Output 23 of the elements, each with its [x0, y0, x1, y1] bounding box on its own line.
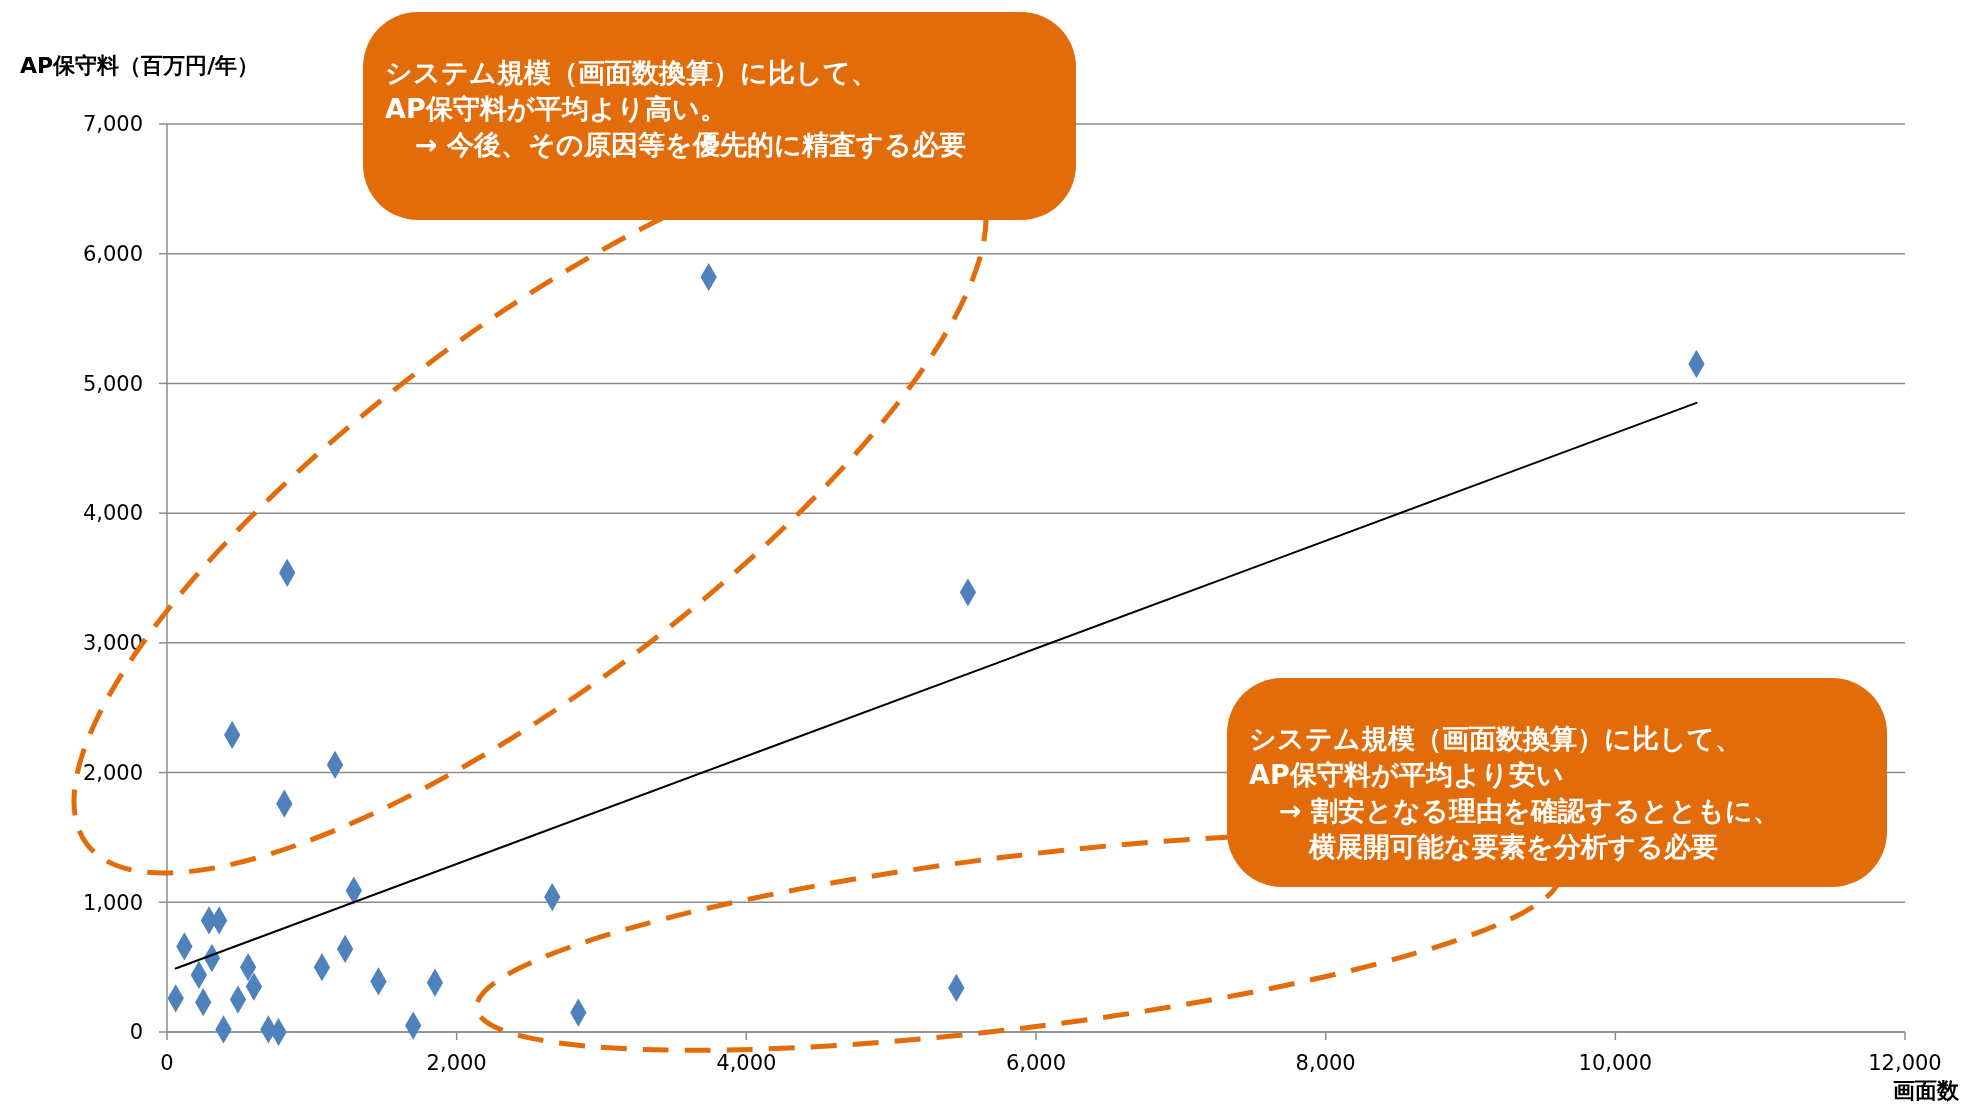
annotation: システム規模（画面数換算）に比して、 — [1249, 723, 1742, 754]
y-tick-label: 4,000 — [82, 501, 143, 526]
y-tick-label: 6,000 — [82, 242, 143, 267]
x-axis-title: 画面数 — [1893, 1078, 1960, 1103]
y-tick-label: 7,000 — [82, 112, 143, 137]
y-tick-label: 5,000 — [82, 371, 143, 396]
x-tick-label: 6,000 — [1005, 1051, 1067, 1075]
annotation: 横展開可能な要素を分析する必要 — [1308, 831, 1718, 862]
y-axis-title: AP保守料（百万円/年） — [20, 53, 260, 78]
x-tick-label: 0 — [160, 1051, 174, 1075]
y-tick-label: 0 — [129, 1020, 143, 1045]
x-tick-label: 8,000 — [1295, 1051, 1356, 1075]
x-tick-label: 4,000 — [716, 1051, 777, 1075]
x-tick-label: 10,000 — [1578, 1051, 1653, 1075]
annotation: → 今後、その原因等を優先的に精査する必要 — [415, 129, 967, 160]
y-tick-label: 1,000 — [82, 890, 143, 915]
y-tick-label: 2,000 — [82, 760, 143, 785]
annotation: AP保守料が平均より安い — [1249, 759, 1564, 790]
annotation: AP保守料が平均より高い。 — [385, 93, 727, 124]
x-tick-label: 12,000 — [1868, 1051, 1942, 1075]
x-tick-label: 2,000 — [426, 1051, 487, 1075]
text: システム規模（画面数換算）に比して、 — [385, 57, 878, 88]
annotation: → 割安となる理由を確認するとともに、 — [1279, 795, 1781, 826]
